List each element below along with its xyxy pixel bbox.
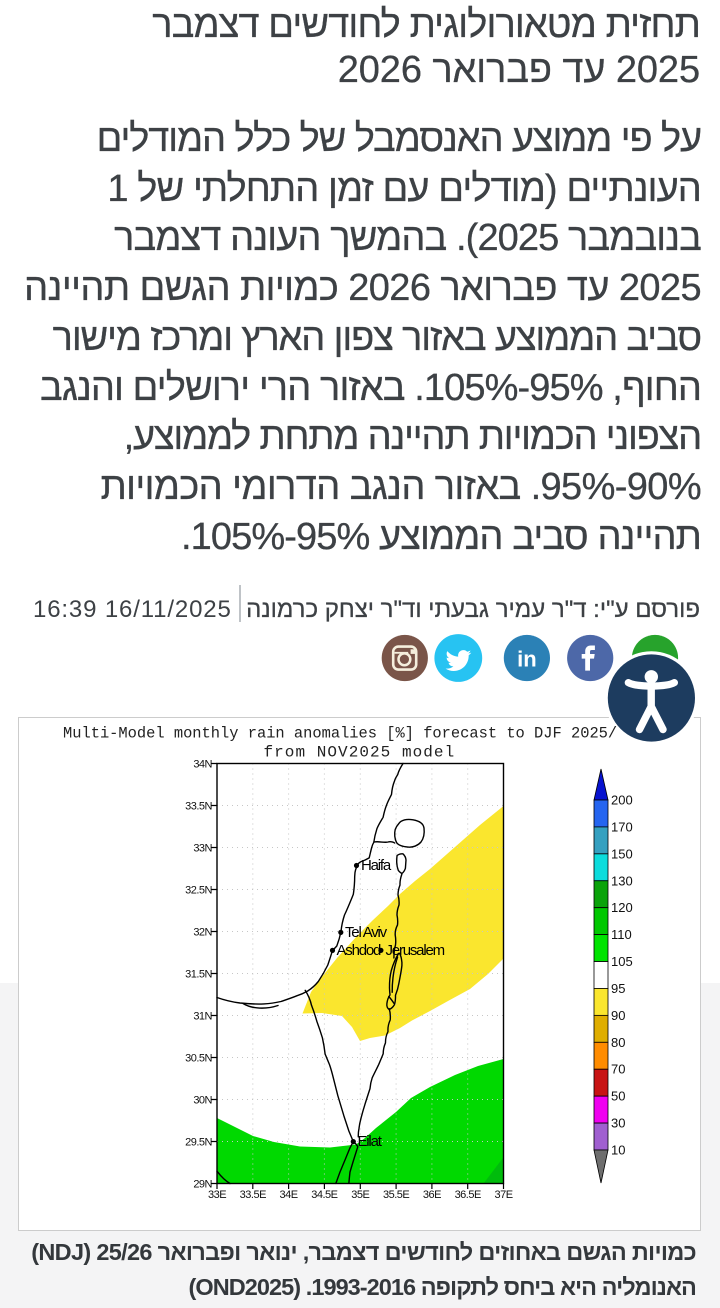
svg-text:130: 130 <box>611 873 633 888</box>
svg-text:29N: 29N <box>193 1179 212 1191</box>
svg-text:30.5N: 30.5N <box>185 1053 212 1065</box>
svg-text:120: 120 <box>611 900 633 915</box>
svg-text:31N: 31N <box>193 1011 212 1023</box>
svg-text:110: 110 <box>611 927 632 942</box>
svg-text:Eilat: Eilat <box>358 1133 383 1150</box>
svg-text:Haifa: Haifa <box>361 857 392 874</box>
svg-text:30: 30 <box>611 1116 625 1131</box>
svg-text:Ashdod: Ashdod <box>337 942 382 959</box>
svg-text:32.5N: 32.5N <box>185 885 212 897</box>
svg-text:33.5N: 33.5N <box>185 801 212 813</box>
svg-text:34.5E: 34.5E <box>311 1189 337 1201</box>
svg-text:29.5N: 29.5N <box>185 1137 212 1149</box>
svg-text:Multi-Model monthly rain anoma: Multi-Model monthly rain anomalies [%] f… <box>63 725 617 743</box>
svg-text:31.5N: 31.5N <box>185 969 212 981</box>
svg-text:37E: 37E <box>494 1189 512 1201</box>
svg-text:36E: 36E <box>423 1189 441 1201</box>
svg-text:34E: 34E <box>280 1189 298 1201</box>
svg-text:10: 10 <box>611 1143 625 1158</box>
svg-text:95: 95 <box>611 981 625 996</box>
svg-text:Tel Aviv: Tel Aviv <box>345 924 388 941</box>
svg-text:in: in <box>517 647 537 672</box>
svg-text:50: 50 <box>611 1089 625 1104</box>
svg-text:36.5E: 36.5E <box>455 1189 481 1201</box>
svg-text:33N: 33N <box>193 843 212 855</box>
svg-text:105: 105 <box>611 954 633 969</box>
svg-text:90: 90 <box>611 1008 625 1023</box>
svg-text:33E: 33E <box>208 1189 226 1201</box>
svg-text:70: 70 <box>611 1062 625 1077</box>
svg-text:33.5E: 33.5E <box>240 1189 266 1201</box>
svg-text:170: 170 <box>611 819 633 834</box>
svg-text:32N: 32N <box>193 927 212 939</box>
svg-text:80: 80 <box>611 1035 625 1050</box>
svg-text:35.5E: 35.5E <box>383 1189 409 1201</box>
svg-text:200: 200 <box>611 793 633 808</box>
svg-text:35E: 35E <box>351 1189 369 1201</box>
svg-text:34N: 34N <box>193 759 212 771</box>
svg-text:from NOV2025 model: from NOV2025 model <box>264 744 456 762</box>
svg-text:Jerusalem: Jerusalem <box>386 942 445 959</box>
svg-text:150: 150 <box>611 846 633 861</box>
svg-text:30N: 30N <box>193 1095 212 1107</box>
